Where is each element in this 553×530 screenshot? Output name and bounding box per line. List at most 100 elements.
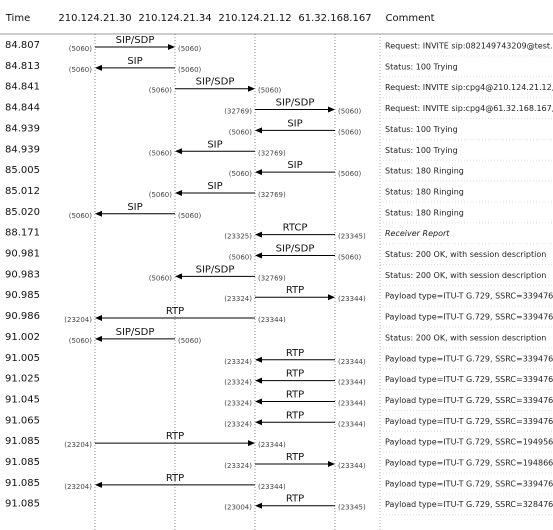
- row-comment: Status: 100 Trying: [385, 146, 458, 155]
- row-comment: Status: 100 Trying: [385, 125, 458, 134]
- dest-port: (23324): [224, 358, 252, 366]
- message-label: RTCP: [283, 223, 308, 234]
- source-port: (5060): [338, 170, 362, 178]
- message-label: RTP: [286, 410, 304, 421]
- row-time: 90.983: [5, 269, 40, 280]
- row-comment: Payload type=ITU-T G.729, SSRC=339476506…: [385, 292, 553, 301]
- row-comment: Payload type=ITU-T G.729, SSRC=339476506…: [385, 375, 553, 384]
- column-header: Comment: [386, 13, 435, 24]
- dest-port: (23324): [224, 399, 252, 407]
- message-label: SIP: [207, 139, 222, 150]
- row-comment: Request: INVITE sip:082149743209@test.ne…: [385, 42, 553, 51]
- message-label: SIP: [287, 118, 302, 129]
- row-time: 85.020: [5, 207, 40, 218]
- dest-port: (5060): [149, 274, 173, 282]
- row-comment: Status: 200 OK, with session description: [385, 333, 546, 342]
- row-comment: Payload type=ITU-T G.729, SSRC=339476506…: [385, 417, 553, 426]
- arrow-head: [255, 398, 262, 404]
- arrow-head: [328, 107, 335, 113]
- message-label: RTP: [286, 494, 304, 505]
- row-time: 84.844: [5, 103, 40, 114]
- dest-port: (5060): [149, 149, 173, 157]
- row-comment: Status: 180 Ringing: [385, 187, 464, 196]
- dest-port: (5060): [229, 128, 253, 136]
- row-comment: Status: 180 Ringing: [385, 208, 464, 217]
- source-port: (23344): [258, 316, 286, 324]
- row-time: 88.171: [5, 228, 40, 239]
- source-port: (23344): [258, 483, 286, 491]
- row-time: 84.841: [5, 82, 40, 93]
- source-port: (32769): [258, 274, 286, 282]
- arrow-head: [255, 253, 262, 259]
- message-label: RTP: [286, 348, 304, 359]
- row-time: 90.985: [5, 290, 40, 301]
- dest-port: (23344): [338, 462, 366, 470]
- source-port: (5060): [149, 87, 173, 95]
- arrow-head: [328, 461, 335, 467]
- arrow-head: [255, 357, 262, 363]
- row-time: 91.085: [5, 478, 40, 489]
- dest-port: (5060): [229, 254, 253, 262]
- source-port: (32769): [224, 108, 252, 116]
- dest-port: (5060): [338, 108, 362, 116]
- dest-port: (23204): [64, 483, 92, 491]
- row-comment: Status: 180 Ringing: [385, 167, 464, 176]
- row-comment: Payload type=ITU-T G.729, SSRC=328476505…: [385, 500, 553, 509]
- source-port: (23344): [338, 358, 366, 366]
- dest-port: (23324): [224, 379, 252, 387]
- arrow-head: [175, 273, 182, 279]
- arrow-head: [95, 315, 102, 321]
- row-time: 91.045: [5, 394, 40, 405]
- source-port: (23344): [338, 399, 366, 407]
- source-port: (5060): [178, 212, 202, 220]
- arrow-head: [95, 65, 102, 71]
- arrow-head: [248, 86, 255, 92]
- message-label: RTP: [286, 369, 304, 380]
- dest-port: (23204): [64, 316, 92, 324]
- dest-port: (23344): [258, 441, 286, 449]
- column-header: 210.124.21.12: [218, 13, 291, 24]
- arrow-head: [168, 44, 175, 50]
- flow-graph: Time210.124.21.30210.124.21.34210.124.21…: [0, 0, 553, 530]
- arrow-head: [255, 378, 262, 384]
- dest-port: (5060): [69, 212, 93, 220]
- message-label: RTP: [166, 473, 184, 484]
- source-port: (23324): [224, 462, 252, 470]
- arrow-head: [328, 294, 335, 300]
- source-port: (23324): [224, 295, 252, 303]
- arrow-head: [255, 127, 262, 133]
- arrow-head: [175, 190, 182, 196]
- source-port: (23344): [338, 379, 366, 387]
- message-label: SIP/SDP: [276, 98, 315, 109]
- row-time: 90.986: [5, 311, 40, 322]
- arrow-head: [255, 169, 262, 175]
- column-header: 210.124.21.30: [58, 13, 131, 24]
- row-comment: Payload type=ITU-T G.729, SSRC=339476506…: [385, 354, 553, 363]
- message-label: RTP: [286, 452, 304, 463]
- source-port: (32769): [258, 149, 286, 157]
- source-port: (5060): [338, 128, 362, 136]
- source-port: (23204): [64, 441, 92, 449]
- dest-port: (23325): [224, 233, 252, 241]
- arrow-head: [95, 482, 102, 488]
- arrow-head: [248, 440, 255, 446]
- row-comment: Receiver Report: [385, 229, 450, 238]
- row-comment: Status: 200 OK, with session description: [385, 250, 546, 259]
- column-header: Time: [5, 13, 30, 24]
- row-time: 84.939: [5, 144, 40, 155]
- row-time: 91.002: [5, 332, 40, 343]
- arrow-head: [175, 148, 182, 154]
- message-label: RTP: [166, 431, 184, 442]
- row-comment: Payload type=ITU-T G.729, SSRC=339476506…: [385, 479, 553, 488]
- arrow-head: [95, 336, 102, 342]
- dest-port: (23344): [338, 295, 366, 303]
- message-label: SIP: [127, 56, 142, 67]
- message-label: SIP: [207, 181, 222, 192]
- message-label: RTP: [166, 306, 184, 317]
- dest-port: (5060): [258, 87, 282, 95]
- message-label: RTP: [286, 285, 304, 296]
- page: {"header": {"columns": ["Time", "210.124…: [0, 0, 553, 530]
- source-port: (5060): [338, 254, 362, 262]
- row-time: 91.085: [5, 457, 40, 468]
- message-label: SIP: [287, 160, 302, 171]
